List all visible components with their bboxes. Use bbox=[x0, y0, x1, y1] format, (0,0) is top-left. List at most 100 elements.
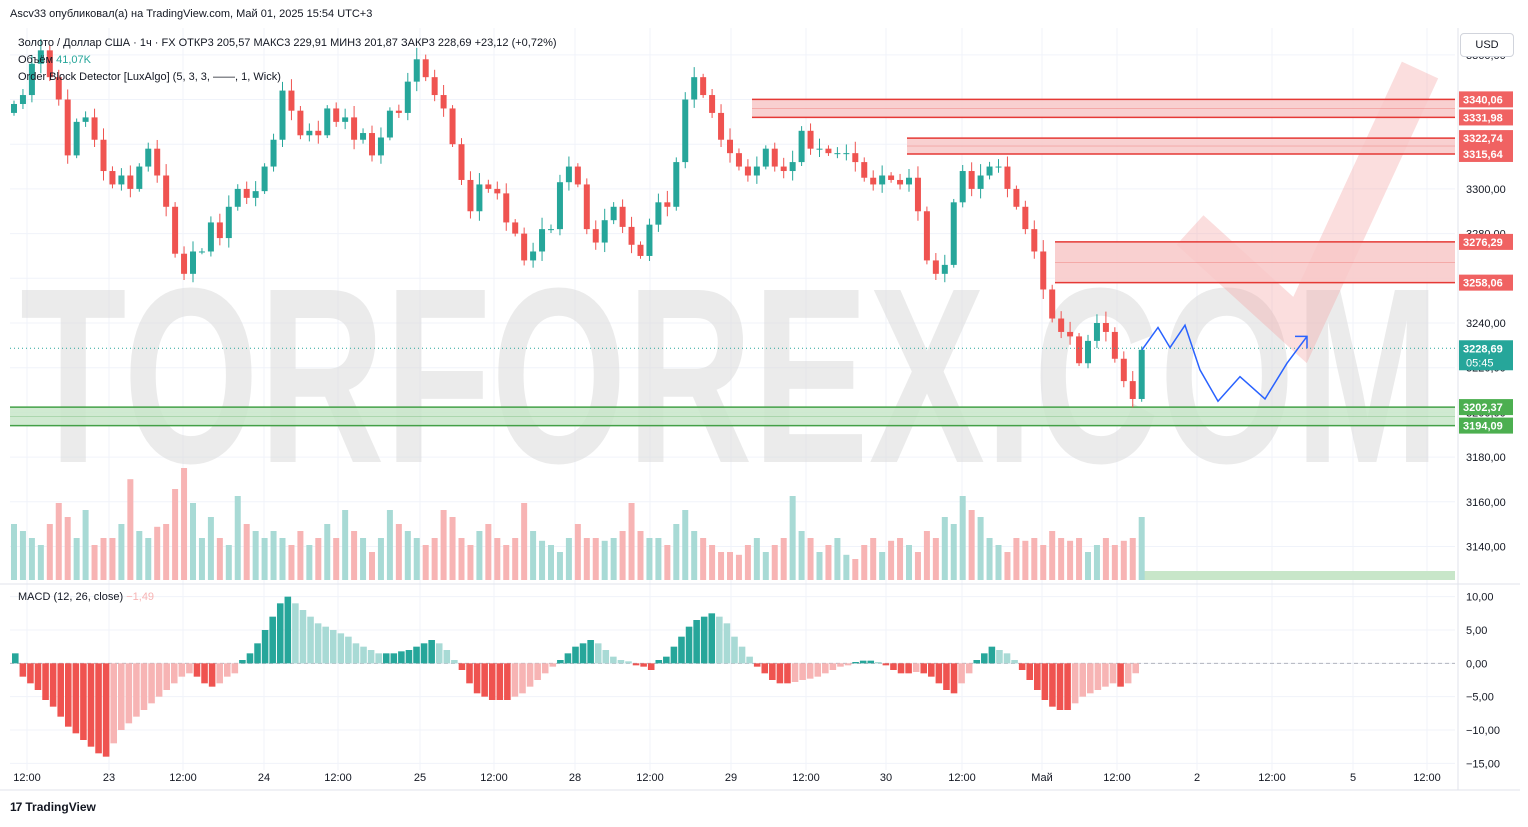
indicator-line[interactable]: Order Block Detector [LuxAlgo] (5, 3, 3,… bbox=[18, 71, 281, 83]
macd-bar bbox=[133, 663, 140, 717]
candle-body bbox=[789, 162, 796, 172]
macd-bar bbox=[579, 643, 587, 664]
time-tick-label: 12:00 bbox=[792, 772, 820, 784]
candle-body bbox=[735, 153, 742, 167]
time-tick-label: 12:00 bbox=[636, 772, 664, 784]
volume-legend[interactable]: Объём 41,07K bbox=[18, 52, 557, 69]
time-tick-label: 12:00 bbox=[13, 772, 41, 784]
candle-body bbox=[297, 110, 304, 136]
candle-body bbox=[1031, 229, 1038, 252]
macd-bar bbox=[420, 643, 428, 664]
candle-body bbox=[583, 184, 590, 230]
volume-bar bbox=[977, 517, 984, 580]
volume-bar bbox=[476, 531, 483, 580]
volume-bar bbox=[172, 489, 179, 580]
macd-bar bbox=[140, 663, 148, 710]
macd-bar bbox=[87, 663, 95, 747]
candle-body bbox=[968, 171, 975, 189]
volume-bar bbox=[655, 538, 662, 580]
macd-bar bbox=[534, 663, 541, 680]
candle-body bbox=[207, 222, 214, 252]
macd-bar bbox=[413, 646, 420, 664]
macd-bar bbox=[1056, 663, 1064, 710]
volume-bar bbox=[646, 538, 653, 580]
macd-bar bbox=[852, 662, 859, 664]
candle-body bbox=[798, 130, 805, 163]
volume-bar bbox=[968, 510, 975, 580]
candle-body bbox=[82, 117, 89, 122]
macd-bar bbox=[610, 656, 617, 664]
candle-body bbox=[360, 133, 367, 140]
candle-body bbox=[932, 260, 939, 274]
volume-bar bbox=[789, 496, 796, 580]
candle-body bbox=[923, 211, 930, 261]
macd-bar bbox=[208, 663, 216, 687]
volume-bar bbox=[1102, 538, 1109, 580]
volume-bar bbox=[342, 510, 349, 580]
volume-bar bbox=[163, 524, 170, 580]
volume-bar bbox=[1058, 538, 1065, 580]
macd-bar bbox=[791, 663, 799, 682]
candle-body bbox=[154, 148, 161, 176]
macd-value: −1,49 bbox=[126, 591, 155, 603]
volume-bar bbox=[530, 531, 537, 580]
volume-bar bbox=[1040, 545, 1047, 580]
macd-bar bbox=[269, 616, 276, 664]
price-label-text: 3258,06 bbox=[1463, 278, 1503, 290]
candle-body bbox=[512, 222, 519, 234]
macd-bar bbox=[170, 663, 178, 684]
candle-body bbox=[145, 148, 152, 167]
candle-body bbox=[1085, 340, 1091, 364]
volume-bar bbox=[1111, 545, 1118, 580]
macd-bar bbox=[352, 643, 360, 664]
macd-bar bbox=[587, 640, 594, 664]
candle-body bbox=[986, 166, 993, 176]
volume-bar bbox=[261, 538, 268, 580]
tradingview-logo-icon: 17 bbox=[10, 800, 22, 814]
macd-bar bbox=[594, 643, 602, 664]
tradingview-brand[interactable]: 17 TradingView bbox=[10, 800, 96, 814]
macd-bar bbox=[829, 663, 837, 670]
candle-body bbox=[1111, 331, 1118, 359]
symbol-line[interactable]: Золото / Доллар США · 1ч · FX ОТКР3 205,… bbox=[18, 37, 557, 49]
price-label-box bbox=[1459, 130, 1513, 147]
macd-bar bbox=[186, 663, 193, 674]
macd-bar bbox=[655, 660, 663, 664]
macd-bar bbox=[12, 653, 19, 664]
candle-body bbox=[369, 133, 375, 156]
time-tick-label: 2 bbox=[1194, 772, 1200, 784]
forecast-polyline bbox=[1141, 323, 1308, 403]
volume-bar bbox=[1067, 540, 1074, 580]
candle-body bbox=[225, 206, 232, 239]
macd-bar bbox=[148, 663, 155, 704]
volume-bar bbox=[225, 545, 232, 580]
macd-bar bbox=[1094, 663, 1102, 690]
macd-bar bbox=[95, 663, 102, 754]
volume-bar bbox=[664, 545, 671, 580]
macd-bar bbox=[102, 663, 110, 757]
candle-body bbox=[1076, 336, 1083, 364]
volume-bar bbox=[565, 538, 572, 580]
macd-bar bbox=[867, 660, 875, 664]
candle-body bbox=[637, 244, 644, 256]
volume-bar bbox=[1049, 531, 1056, 580]
candle-body bbox=[610, 206, 617, 221]
macd-legend[interactable]: MACD (12, 26, close) −1,49 bbox=[18, 591, 154, 603]
time-tick-label: 25 bbox=[414, 772, 426, 784]
time-tick-label: 12:00 bbox=[1258, 772, 1286, 784]
candle-body bbox=[700, 77, 707, 96]
time-tick-label: 24 bbox=[258, 772, 270, 784]
volume-bar bbox=[941, 517, 948, 580]
macd-bar bbox=[700, 616, 708, 664]
macd-bar bbox=[1049, 663, 1056, 707]
candle-body bbox=[1129, 381, 1136, 399]
macd-bar bbox=[398, 651, 405, 664]
candle-body bbox=[619, 206, 626, 227]
macd-bar bbox=[163, 663, 170, 690]
macd-bar bbox=[905, 663, 912, 674]
currency-button[interactable]: USD bbox=[1460, 33, 1514, 57]
candle-body bbox=[521, 233, 528, 261]
macd-tick-label: 0,00 bbox=[1466, 658, 1487, 670]
candle-body bbox=[556, 182, 563, 230]
volume-bar bbox=[198, 538, 205, 580]
